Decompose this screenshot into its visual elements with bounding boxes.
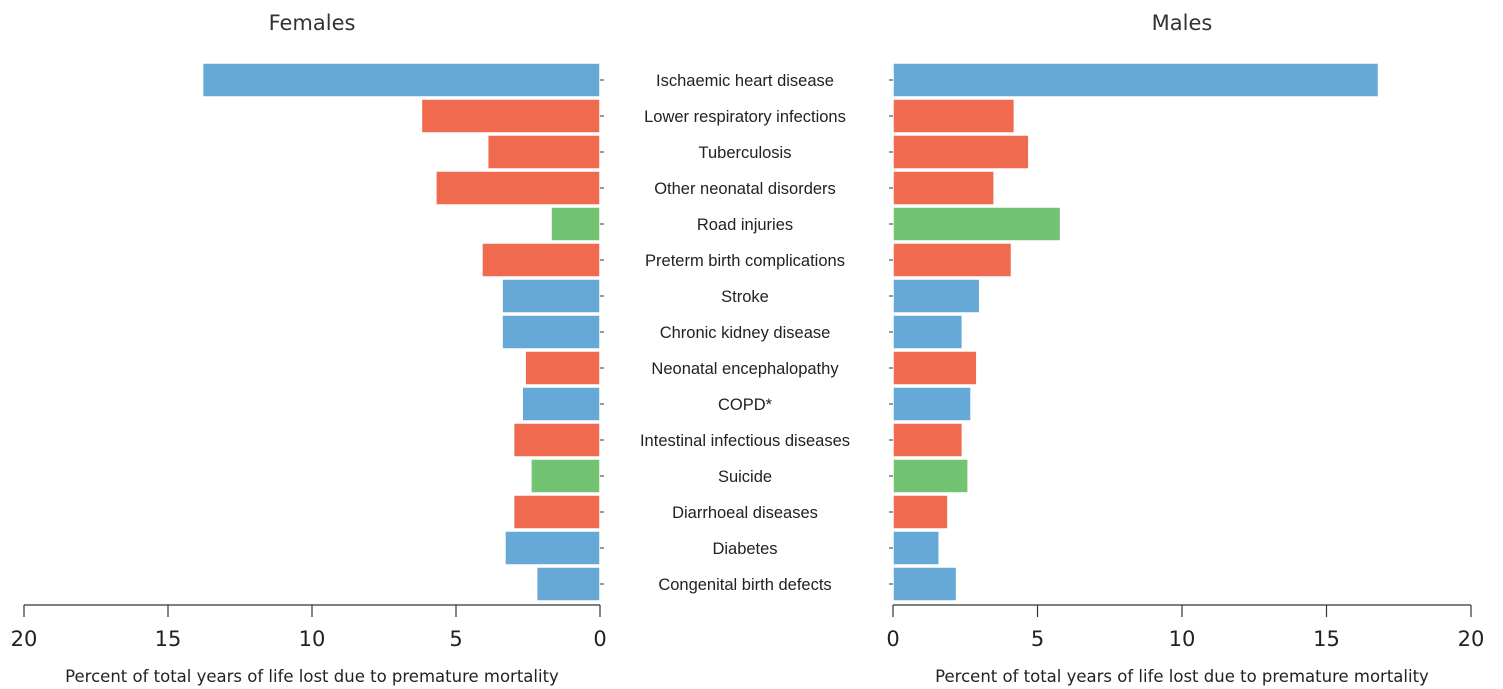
category-label-other-neonatal-disorders: Other neonatal disorders <box>654 180 836 198</box>
category-label-road-injuries: Road injuries <box>697 216 793 234</box>
male-bar-diarrhoeal-diseases <box>892 494 949 530</box>
females-x-tick-label: 5 <box>449 627 462 651</box>
category-label-lower-respiratory-infections: Lower respiratory infections <box>644 108 846 126</box>
males-x-tick-label: 10 <box>1169 627 1196 651</box>
female-bar-diabetes <box>504 530 601 566</box>
females-panel-title: Females <box>269 11 356 35</box>
category-label-preterm-birth-complications: Preterm birth complications <box>645 252 845 270</box>
females-x-axis: 0 5 10 15 20 <box>11 604 607 651</box>
category-label-neonatal-encephalopathy: Neonatal encephalopathy <box>651 360 839 378</box>
female-bar-road-injuries <box>550 206 601 242</box>
female-bar-tuberculosis <box>486 134 601 170</box>
males-bars <box>889 62 1380 602</box>
female-bar-preterm-birth-complications <box>481 242 601 278</box>
category-label-tuberculosis: Tuberculosis <box>699 144 792 162</box>
category-label-diarrhoeal-diseases: Diarrhoeal diseases <box>672 504 818 522</box>
males-panel-title: Males <box>1152 11 1213 35</box>
male-bar-road-injuries <box>892 206 1062 242</box>
female-bar-chronic-kidney-disease <box>501 314 601 350</box>
males-x-tick-label: 15 <box>1313 627 1340 651</box>
males-x-tick-label: 20 <box>1458 627 1485 651</box>
category-label-stroke: Stroke <box>721 288 769 306</box>
female-bar-copd <box>521 386 601 422</box>
male-bar-lower-respiratory-infections <box>892 98 1016 134</box>
females-bars <box>201 62 604 602</box>
male-bar-suicide <box>892 458 969 494</box>
category-label-chronic-kidney-disease: Chronic kidney disease <box>660 324 831 342</box>
male-bar-stroke <box>892 278 981 314</box>
category-labels: Ischaemic heart disease Lower respiratory… <box>640 72 850 594</box>
male-bar-congenital-birth-defects <box>892 566 958 602</box>
female-bar-neonatal-encephalopathy <box>524 350 601 386</box>
females-x-tick-label: 10 <box>299 627 326 651</box>
male-bar-copd <box>892 386 972 422</box>
males-x-tick-label: 5 <box>1031 627 1044 651</box>
category-label-suicide: Suicide <box>718 468 772 486</box>
female-bar-suicide <box>530 458 601 494</box>
category-label-copd: COPD* <box>718 396 773 414</box>
females-x-axis-title: Percent of total years of life lost due … <box>65 667 559 686</box>
female-bar-diarrhoeal-diseases <box>512 494 601 530</box>
category-label-congenital-birth-defects: Congenital birth defects <box>658 576 831 594</box>
male-bar-tuberculosis <box>892 134 1030 170</box>
male-bar-preterm-birth-complications <box>892 242 1013 278</box>
males-x-tick-label: 0 <box>886 627 899 651</box>
category-label-diabetes: Diabetes <box>712 540 777 558</box>
female-bar-ischaemic-heart-disease <box>201 62 601 98</box>
category-label-intestinal-infectious-diseases: Intestinal infectious diseases <box>640 432 850 450</box>
female-bar-lower-respiratory-infections <box>420 98 601 134</box>
female-bar-congenital-birth-defects <box>535 566 601 602</box>
category-label-ischaemic-heart-disease: Ischaemic heart disease <box>656 72 834 90</box>
male-bar-neonatal-encephalopathy <box>892 350 978 386</box>
females-x-tick-label: 0 <box>593 627 606 651</box>
female-bar-intestinal-infectious-diseases <box>512 422 601 458</box>
male-bar-diabetes <box>892 530 940 566</box>
males-x-axis-title: Percent of total years of life lost due … <box>935 667 1429 686</box>
male-bar-other-neonatal-disorders <box>892 170 995 206</box>
females-x-tick-label: 15 <box>155 627 182 651</box>
female-bar-stroke <box>501 278 601 314</box>
male-bar-ischaemic-heart-disease <box>892 62 1380 98</box>
males-x-axis: 0 5 10 15 20 <box>886 604 1485 651</box>
male-bar-intestinal-infectious-diseases <box>892 422 964 458</box>
females-x-tick-label: 20 <box>11 627 38 651</box>
female-bar-other-neonatal-disorders <box>435 170 601 206</box>
male-bar-chronic-kidney-disease <box>892 314 964 350</box>
